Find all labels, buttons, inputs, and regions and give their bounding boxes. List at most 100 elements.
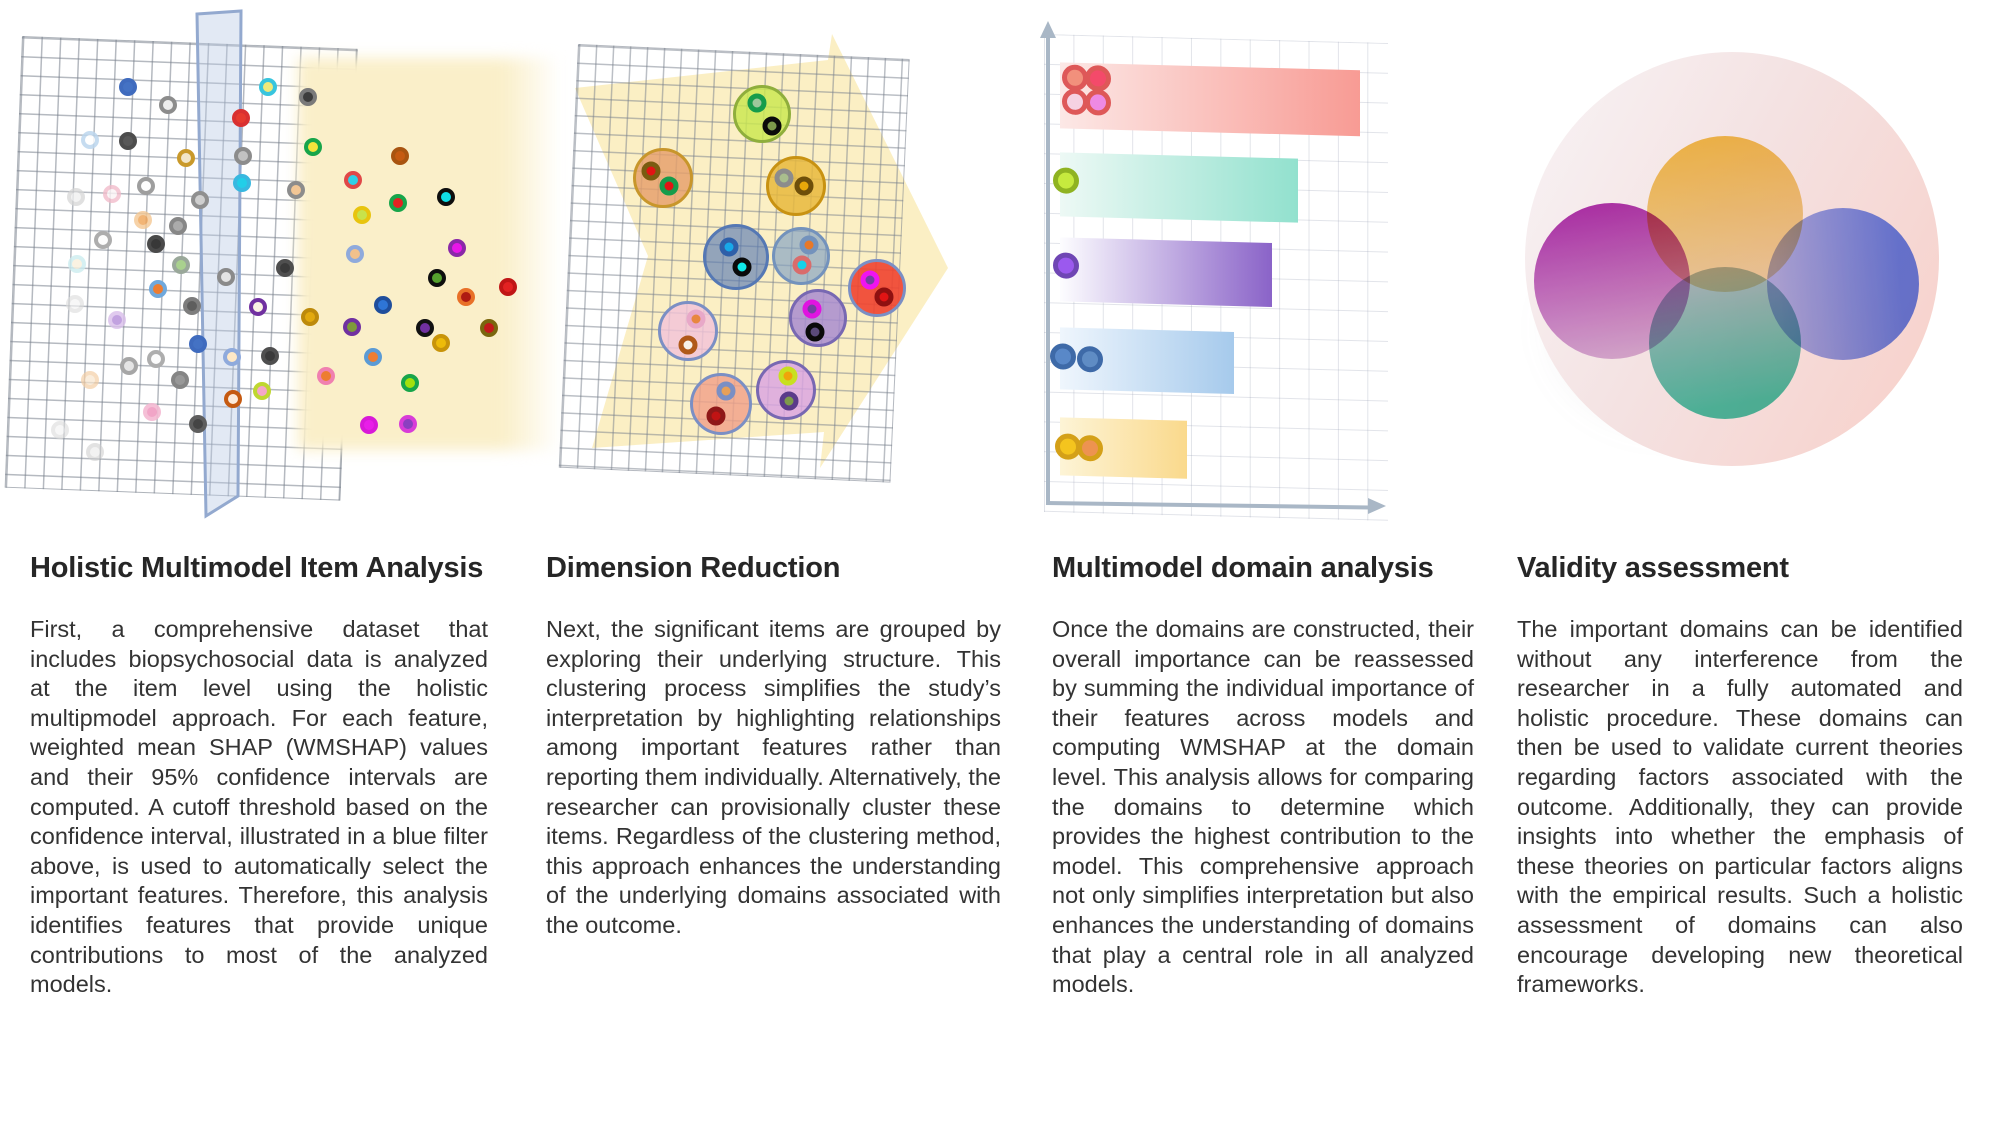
feature-dot (68, 255, 86, 273)
domain-item-circle (1053, 167, 1079, 194)
feature-dot (108, 311, 126, 329)
cluster-feature-dot (799, 235, 819, 255)
feature-dot (134, 211, 152, 229)
domain-analysis-body: Once the domains are constructed, their … (1052, 616, 1474, 998)
domain-item-circle (1077, 345, 1103, 373)
feature-cluster (633, 148, 693, 208)
feature-dot (346, 245, 364, 263)
feature-dot (66, 295, 84, 313)
feature-dot (137, 177, 155, 195)
feature-dot (276, 259, 294, 277)
feature-dot (51, 421, 69, 439)
feature-dot (364, 348, 382, 366)
feature-dot (169, 217, 187, 235)
feature-dot (119, 132, 137, 150)
feature-dot (67, 188, 85, 206)
feature-dot (432, 334, 450, 352)
y-axis-arrow-icon (1040, 21, 1056, 38)
cluster-feature-dot (794, 176, 814, 196)
cluster-feature-dot (778, 366, 798, 386)
feature-dot (374, 296, 392, 314)
validity-body: The important domains can be identified … (1517, 616, 1963, 998)
feature-dot (177, 149, 195, 167)
dimension-reduction-body: Next, the significant items are grouped … (546, 616, 1002, 938)
domain-analysis-heading: Multimodel domain analysis (1052, 552, 1434, 584)
cluster-feature-dot (641, 161, 661, 181)
feature-dot (81, 371, 99, 389)
feature-dot (360, 416, 378, 434)
feature-dot (94, 231, 112, 249)
feature-dot (428, 269, 446, 287)
cluster-feature-dot (716, 381, 736, 401)
feature-dot (143, 403, 161, 421)
feature-dot (159, 96, 177, 114)
feature-cluster (703, 224, 769, 290)
feature-cluster (733, 85, 791, 143)
cluster-feature-dot (805, 322, 825, 342)
feature-cluster (658, 301, 718, 361)
cluster-feature-dot (659, 176, 679, 196)
cluster-layer (0, 0, 1000, 540)
item-analysis-heading: Holistic Multimodel Item Analysis (30, 552, 484, 584)
cluster-feature-dot (762, 116, 782, 136)
feature-dot (172, 256, 190, 274)
feature-dot (147, 350, 165, 368)
domain-teal-circle (1649, 267, 1801, 419)
feature-dot (119, 78, 137, 96)
cluster-feature-dot (779, 391, 799, 411)
feature-dot (81, 131, 99, 149)
feature-dot (457, 288, 475, 306)
panel-validity-text: Validity assessment The important domain… (1517, 552, 1963, 1000)
feature-dot (437, 188, 455, 206)
item-scatter-dots (0, 0, 560, 540)
domain-bar-chart-plot (1044, 34, 1388, 522)
feature-cluster (756, 360, 816, 420)
feature-dot (416, 319, 434, 337)
feature-dot (391, 147, 409, 165)
domain-item-circle (1085, 65, 1111, 92)
feature-dot (259, 78, 277, 96)
feature-dot (448, 239, 466, 257)
item-analysis-body: First, a comprehensive dataset that incl… (30, 616, 488, 998)
feature-dot (261, 347, 279, 365)
feature-dot (343, 318, 361, 336)
validity-heading: Validity assessment (1517, 552, 1789, 584)
validity-venn (1493, 38, 1975, 478)
feature-dot (301, 308, 319, 326)
cluster-feature-dot (792, 255, 812, 275)
domain-item-circle (1053, 252, 1079, 279)
selected-region-highlight (298, 58, 560, 450)
domain-item-circle (1077, 434, 1103, 462)
cluster-feature-dot (802, 299, 822, 319)
feature-dot (499, 278, 517, 296)
feature-dot (249, 298, 267, 316)
cluster-feature-dot (686, 309, 706, 329)
cluster-feature-dot (860, 270, 880, 290)
feature-cluster (772, 227, 830, 285)
feature-dot (149, 280, 167, 298)
feature-cluster (848, 259, 906, 317)
feature-cluster (690, 373, 752, 435)
feature-dot (401, 374, 419, 392)
feature-dot (299, 88, 317, 106)
feature-dot (399, 415, 417, 433)
cluster-feature-dot (719, 237, 739, 257)
feature-dot (353, 206, 371, 224)
feature-dot (480, 319, 498, 337)
domain-item-circle (1050, 343, 1076, 370)
feature-dot (253, 382, 271, 400)
dimension-reduction-heading: Dimension Reduction (546, 552, 841, 584)
cluster-feature-dot (774, 168, 794, 188)
feature-cluster (789, 289, 847, 347)
y-axis (1046, 36, 1050, 504)
panel-item-analysis-text: Holistic Multimodel Item Analysis First,… (30, 552, 488, 1000)
feature-dot (389, 194, 407, 212)
domain-bar-domain-2 (1060, 152, 1298, 223)
feature-cluster (766, 156, 826, 216)
feature-dot (103, 185, 121, 203)
cluster-feature-dot (678, 335, 698, 355)
feature-dot (287, 181, 305, 199)
domain-item-circle (1085, 89, 1111, 116)
cluster-feature-dot (747, 93, 767, 113)
